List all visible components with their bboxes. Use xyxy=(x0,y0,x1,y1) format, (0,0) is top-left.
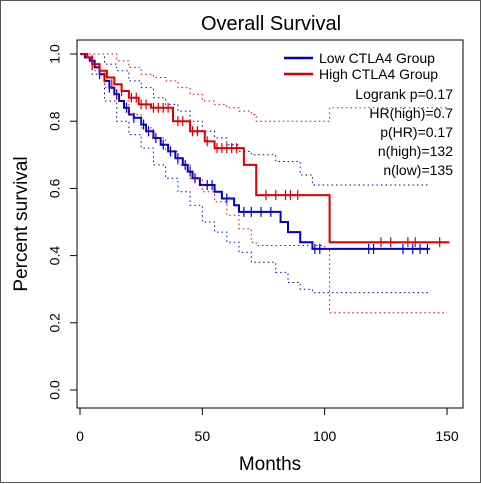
series-high xyxy=(80,53,450,314)
legend-label: High CTLA4 Group xyxy=(319,66,438,82)
x-tick-label: 100 xyxy=(313,428,337,444)
y-tick-label: 0.8 xyxy=(47,111,63,131)
y-tick-label: 0.6 xyxy=(47,178,63,198)
x-tick-label: 150 xyxy=(435,428,459,444)
x-tick-label: 0 xyxy=(76,428,84,444)
stat-annotation: p(HR)=0.17 xyxy=(380,124,453,140)
ci-upper-line xyxy=(80,53,447,122)
x-axis: 0 50 100 150 xyxy=(76,407,459,444)
chart-title: Overall Survival xyxy=(201,13,341,35)
series-layer xyxy=(80,53,450,314)
y-axis: 0.0 0.2 0.4 0.6 0.8 1.0 xyxy=(47,44,78,400)
ci-lower-line xyxy=(80,53,447,314)
x-tick-label: 50 xyxy=(195,428,211,444)
stat-annotation: Logrank p=0.17 xyxy=(355,86,453,102)
y-tick-label: 1.0 xyxy=(47,44,63,64)
y-axis-title: Percent survival xyxy=(11,156,32,291)
stats-annotations: Logrank p=0.17 HR(high)=0.7 p(HR)=0.17 n(hi… xyxy=(355,86,453,178)
ci-lower-line xyxy=(80,53,430,294)
y-tick-label: 0.2 xyxy=(47,313,63,333)
stat-annotation: n(low)=135 xyxy=(383,162,453,178)
legend-label: Low CTLA4 Group xyxy=(319,50,435,66)
y-tick-label: 0.4 xyxy=(47,246,63,266)
stat-annotation: HR(high)=0.7 xyxy=(369,105,453,121)
stat-annotation: n(high)=132 xyxy=(378,143,453,159)
y-tick-label: 0.0 xyxy=(47,380,63,400)
x-axis-title: Months xyxy=(239,454,301,475)
